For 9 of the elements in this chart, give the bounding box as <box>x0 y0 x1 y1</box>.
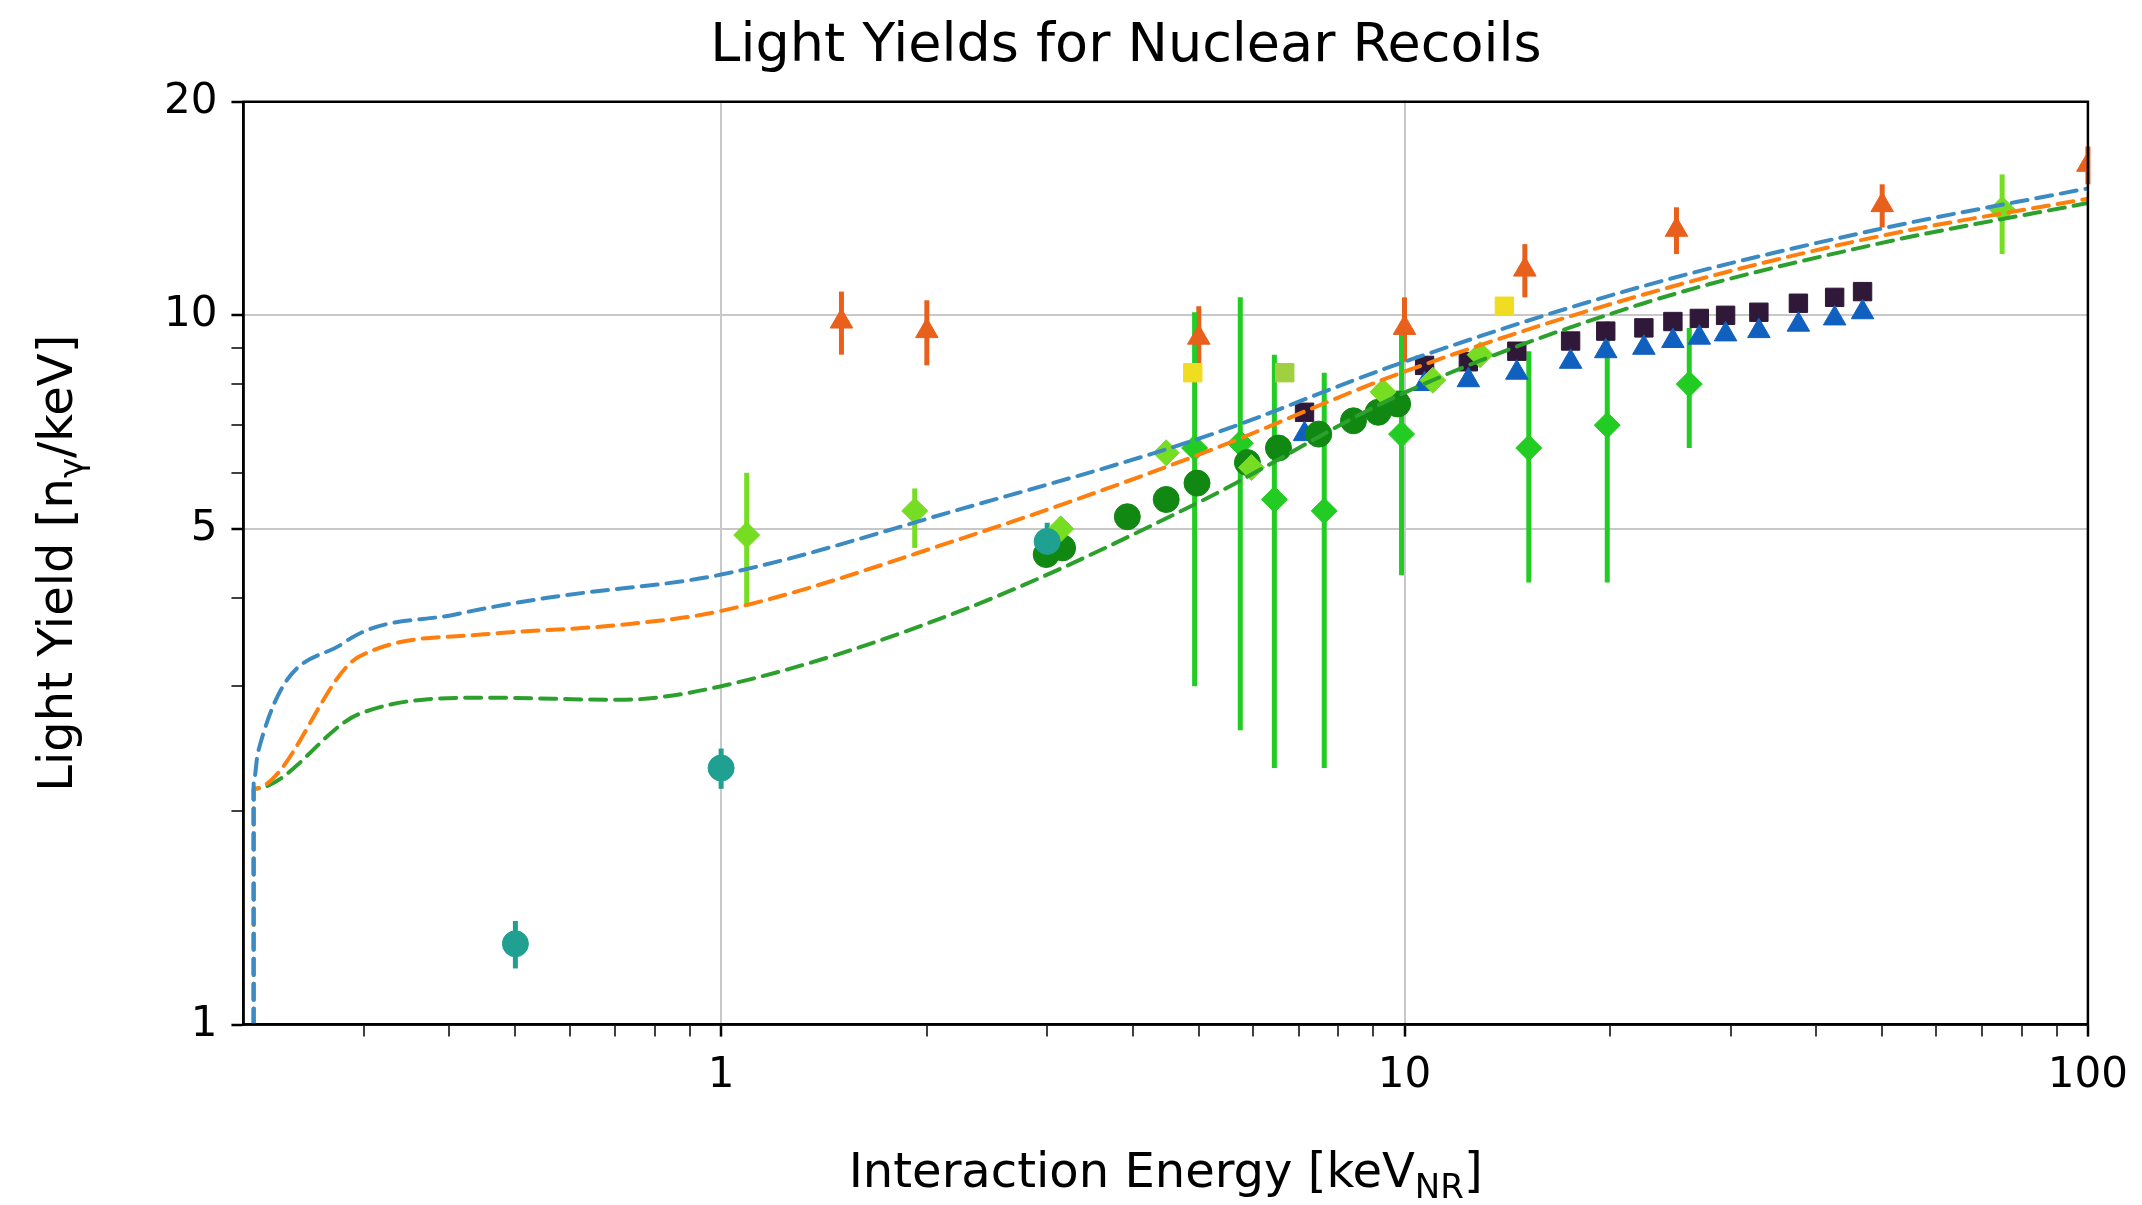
y-tick-label: 1 <box>190 996 218 1046</box>
x-tick-label: 1 <box>707 1047 735 1097</box>
chart-title: Light Yields for Nuclear Recoils <box>710 11 1542 75</box>
y-tick-label: 10 <box>163 287 218 337</box>
y-axis-title: Light Yield [nγ/keV] <box>27 334 92 792</box>
y-tick-label: 20 <box>163 73 218 123</box>
x-tick-label: 10 <box>1377 1047 1432 1097</box>
y-tick-label: 5 <box>190 500 218 550</box>
x-tick-label: 100 <box>2047 1047 2128 1097</box>
